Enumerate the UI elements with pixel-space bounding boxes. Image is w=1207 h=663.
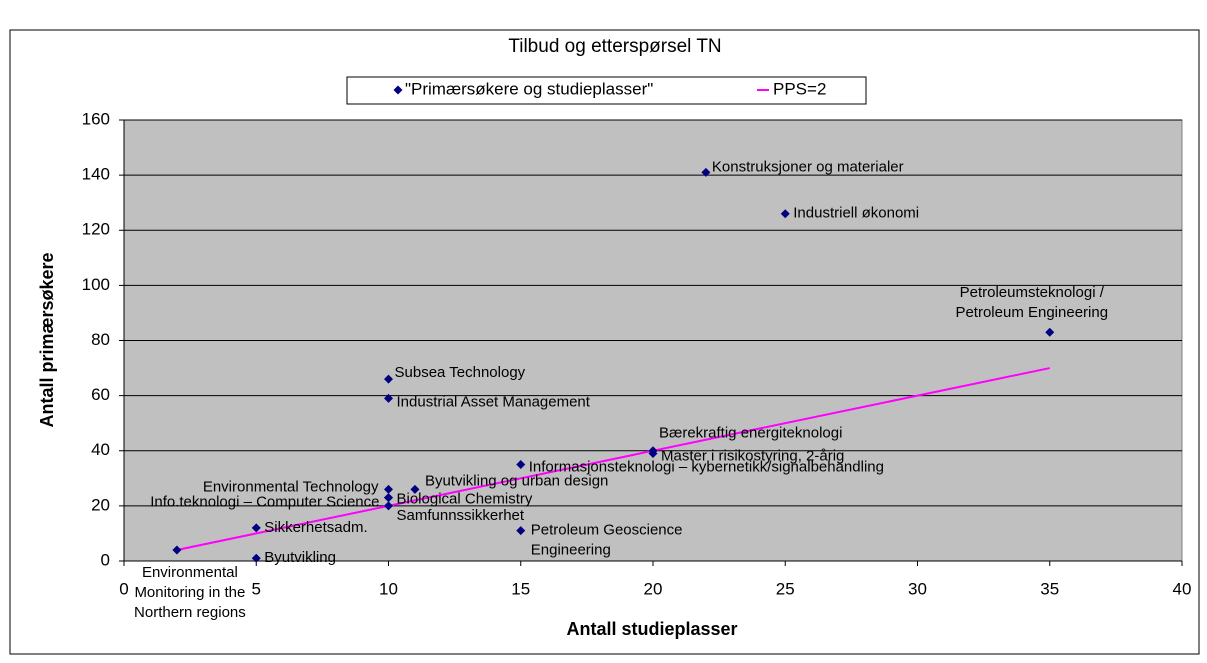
y-tick-label: 120 <box>82 220 110 239</box>
point <box>1045 327 1055 337</box>
point <box>384 484 393 494</box>
x-tick-label: 40 <box>1173 579 1192 598</box>
point-label: Environmental <box>142 564 238 581</box>
x-tick-label: 15 <box>511 579 530 598</box>
x-tick-label: 0 <box>119 579 128 598</box>
point-label: Industriell økonomi <box>793 205 919 222</box>
point-label: Sikkerhetsadm. <box>264 519 367 536</box>
y-tick-label: 80 <box>91 330 110 349</box>
point <box>384 493 393 503</box>
point <box>701 167 711 177</box>
point <box>516 460 526 470</box>
legend-label: "Primærsøkere og studieplasser" <box>405 79 653 98</box>
legend-label: PPS=2 <box>773 79 826 98</box>
point <box>516 526 526 536</box>
x-axis-title: Antall studieplasser <box>566 619 737 639</box>
point <box>251 553 261 563</box>
point-label: Engineering <box>531 542 611 559</box>
point <box>251 523 261 533</box>
chart-title: Tilbud og etterspørsel TN <box>508 36 721 57</box>
trend-line <box>176 367 1050 551</box>
point-label: Bærekraftig energiteknologi <box>659 425 842 442</box>
point-label: Subsea Technology <box>395 364 526 381</box>
point-label: Monitoring in the <box>134 584 245 601</box>
point-label: Biological Chemistry <box>397 491 533 508</box>
point-label: Samfunnssikkerhet <box>397 507 525 524</box>
y-tick-label: 0 <box>101 550 110 569</box>
x-tick-label: 10 <box>379 579 398 598</box>
point <box>384 374 393 384</box>
point-label: Industrial Asset Management <box>397 393 591 410</box>
point-label: Byutvikling <box>264 549 336 566</box>
point-label: Konstruksjoner og materialer <box>712 158 904 175</box>
point-label: Petroleumsteknologi / <box>960 284 1105 301</box>
legend-box <box>346 76 867 105</box>
point-label: Northern regions <box>134 604 246 621</box>
point-label: Info.teknologi – Computer Science <box>150 494 379 511</box>
point <box>648 449 658 459</box>
y-tick-label: 60 <box>91 385 110 404</box>
point-label: Environmental Technology <box>203 478 379 495</box>
y-tick-label: 140 <box>82 165 110 184</box>
y-tick-label: 20 <box>91 495 110 514</box>
point <box>384 393 393 403</box>
y-tick-label: 160 <box>82 109 110 128</box>
point-label: Informasjonsteknologi – kybernetikk/sign… <box>529 459 884 476</box>
point-label: Petroleum Geoscience <box>531 522 683 539</box>
point <box>172 545 182 555</box>
point <box>384 501 393 511</box>
x-tick-label: 25 <box>776 579 795 598</box>
point <box>410 484 420 494</box>
point-label: Byutvikling og urban design <box>425 472 608 489</box>
x-tick-label: 5 <box>252 579 261 598</box>
x-tick-label: 20 <box>644 579 663 598</box>
x-tick-label: 35 <box>1040 579 1059 598</box>
y-tick-label: 40 <box>91 440 110 459</box>
point-label: Master i risikostyring, 2-årig <box>661 447 844 464</box>
x-tick-label: 30 <box>908 579 927 598</box>
point-label: Petroleum Engineering <box>955 304 1108 321</box>
y-tick-label: 100 <box>82 275 110 294</box>
point <box>780 209 790 219</box>
legend-swatch <box>393 85 403 95</box>
y-axis-title: Antall primærsøkere <box>37 252 57 427</box>
